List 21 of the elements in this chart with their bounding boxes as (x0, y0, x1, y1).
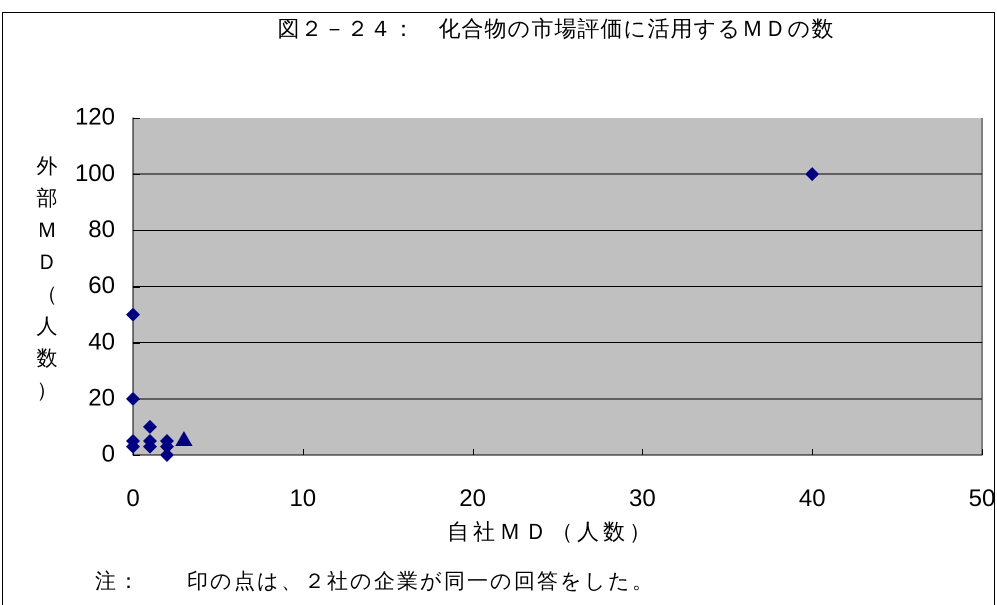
x-tick-label: 10 (289, 485, 316, 512)
chart-title: 図２－２４： 化合物の市場評価に活用するＭＤの数 (276, 17, 836, 44)
x-tick-label: 0 (126, 485, 140, 512)
x-axis-title: 自社ＭＤ（人数） (446, 520, 656, 546)
y-axis-title: 外部ＭＤ（人数） (36, 153, 58, 404)
x-tick-label: 40 (798, 485, 826, 512)
y-tick-label: 100 (74, 160, 115, 187)
point (126, 308, 140, 322)
y-tick-label: 120 (74, 104, 115, 131)
y-tick-label: 60 (88, 272, 115, 300)
y-tick-label: 20 (88, 384, 115, 412)
x-tick-label: 50 (968, 485, 996, 512)
text: 注： 印の点は、２社の企業が同一の回答をした。 (95, 569, 655, 594)
x-tick-label: 30 (629, 485, 656, 512)
point (805, 167, 820, 182)
y-tick-label: 0 (102, 440, 115, 468)
y-tick-label: 80 (88, 216, 115, 243)
x-tick-label: 20 (459, 485, 486, 512)
point (126, 392, 140, 406)
y-tick-label: 40 (88, 328, 115, 356)
point (142, 420, 157, 434)
